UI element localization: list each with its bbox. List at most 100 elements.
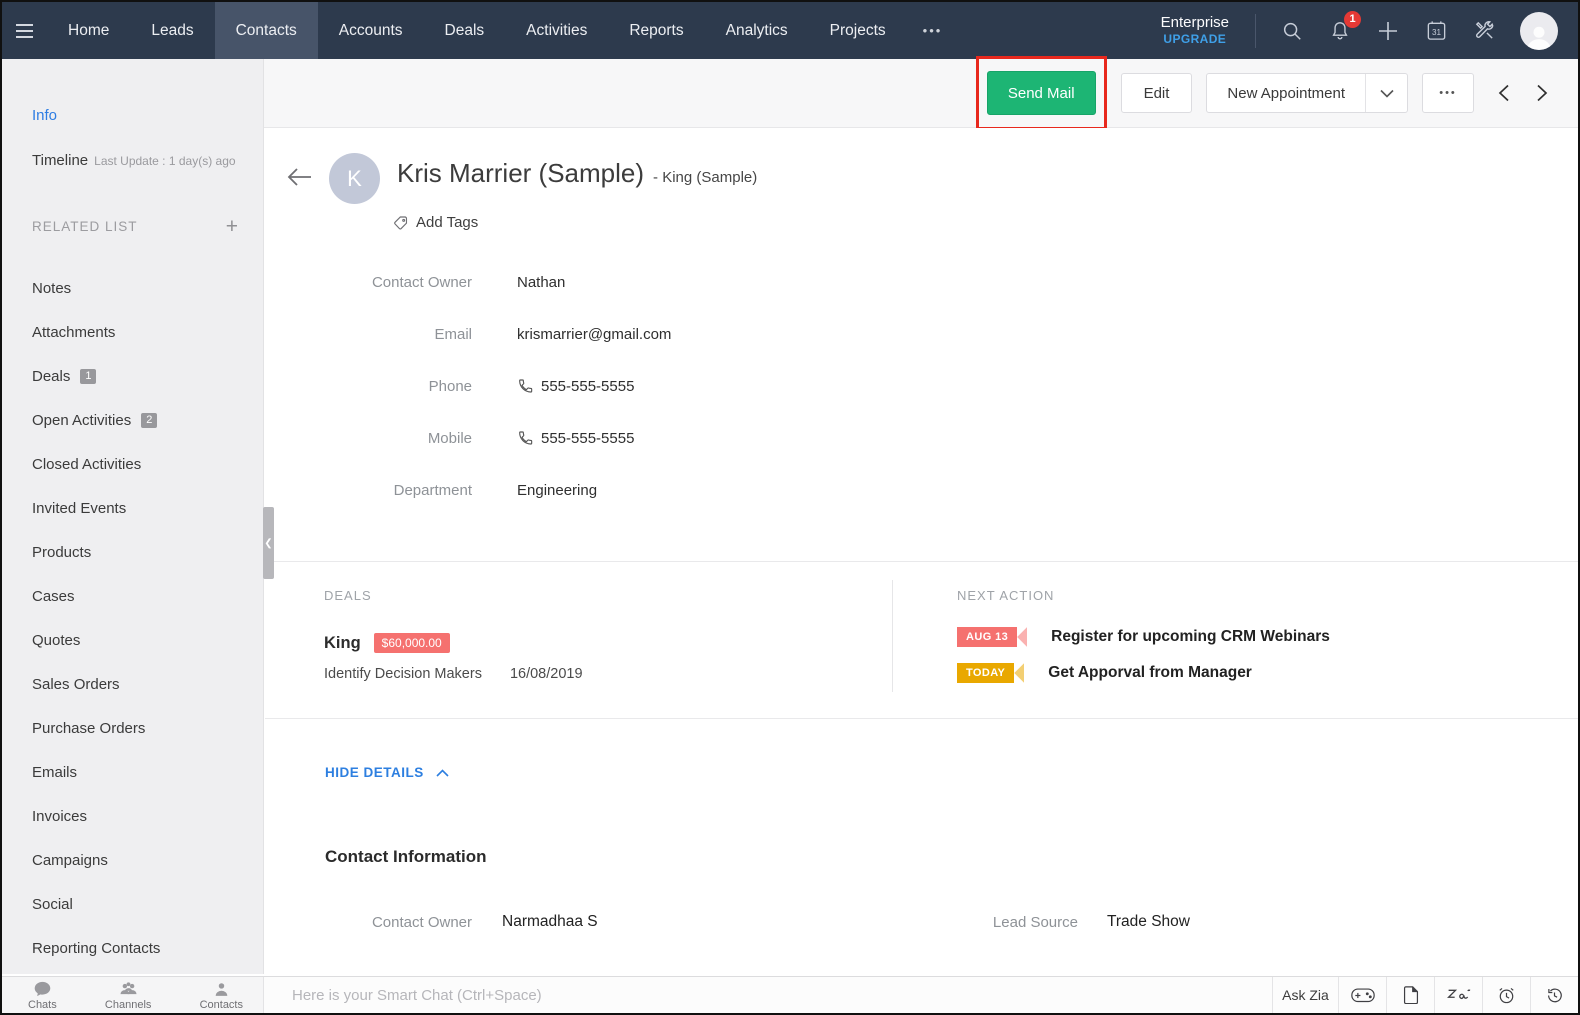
chat-tabs: Chats Channels Contacts xyxy=(2,977,264,1013)
contact-name: Kris Marrier (Sample) xyxy=(397,158,645,188)
contact-account-name[interactable]: - King (Sample) xyxy=(653,169,758,186)
nav-tab-accounts[interactable]: Accounts xyxy=(338,21,403,39)
nav-more-tabs-button[interactable]: ••• xyxy=(922,23,943,38)
related-list-sidebar: Info Timeline Last Update : 1 day(s) ago … xyxy=(2,59,264,974)
date-ribbon-badge: TODAY xyxy=(957,663,1025,683)
summary-divider xyxy=(892,580,893,692)
deal-stage: Identify Decision Makers xyxy=(324,666,482,682)
deal-name-link[interactable]: King xyxy=(324,633,361,652)
sidebar-item-emails[interactable]: Emails xyxy=(32,763,78,781)
plan-name: Enterprise xyxy=(1160,13,1229,31)
sidebar-item-reporting-contacts[interactable]: Reporting Contacts xyxy=(32,939,161,957)
next-action-item[interactable]: TODAY Get Apporval from Manager xyxy=(957,663,1330,683)
smart-chat-input[interactable] xyxy=(292,986,1272,1004)
contact-title: Kris Marrier (Sample) - King (Sample) xyxy=(397,158,757,189)
sidebar-item-products[interactable]: Products xyxy=(32,543,92,561)
deal-closing-date: 16/08/2019 xyxy=(509,666,583,682)
search-icon[interactable] xyxy=(1280,19,1304,43)
hide-details-toggle[interactable]: HIDE DETAILS xyxy=(325,765,449,780)
zia-toolbar: Ask Zia xyxy=(1272,977,1578,1013)
calendar-icon[interactable]: 31 xyxy=(1424,19,1448,43)
related-list-title: RELATED LIST xyxy=(32,219,138,234)
sidebar-item-quotes[interactable]: Quotes xyxy=(32,631,81,649)
nav-tab-home[interactable]: Home xyxy=(68,21,110,39)
chevron-up-icon xyxy=(436,768,449,777)
nav-tab-deals[interactable]: Deals xyxy=(444,21,485,39)
chats-tab[interactable]: Chats xyxy=(28,981,57,1011)
field-department: Department Engineering xyxy=(393,481,598,499)
nav-tab-analytics[interactable]: Analytics xyxy=(725,21,788,39)
contacts-tab[interactable]: Contacts xyxy=(200,981,243,1011)
sidebar-item-info[interactable]: Info xyxy=(32,107,58,124)
setup-tools-icon[interactable] xyxy=(1472,19,1496,43)
sidebar-item-purchase-orders[interactable]: Purchase Orders xyxy=(32,719,146,737)
user-avatar[interactable] xyxy=(1520,11,1558,50)
nav-tab-projects[interactable]: Projects xyxy=(829,21,886,39)
more-actions-button[interactable]: ••• xyxy=(1422,73,1474,113)
sidebar-item-attachments[interactable]: Attachments xyxy=(32,323,116,341)
send-mail-button[interactable]: Send Mail xyxy=(986,71,1096,115)
hamburger-menu-icon[interactable] xyxy=(2,2,47,59)
chevron-down-icon xyxy=(1379,89,1394,98)
nav-tab-reports[interactable]: Reports xyxy=(629,21,684,39)
sidebar-item-invited-events[interactable]: Invited Events xyxy=(32,499,127,517)
games-gamepad-icon[interactable] xyxy=(1338,977,1386,1013)
contact-avatar: K xyxy=(329,153,380,204)
sidebar-item-social[interactable]: Social xyxy=(32,895,73,913)
sidebar-item-deals[interactable]: Deals 1 xyxy=(32,366,263,386)
nav-tab-activities[interactable]: Activities xyxy=(526,21,588,39)
chat-bubble-icon xyxy=(34,981,51,997)
deals-summary: DEALS King $60,000.00 Identify Decision … xyxy=(324,588,583,682)
notification-count-badge: 1 xyxy=(1344,10,1361,28)
history-clock-icon[interactable] xyxy=(1530,977,1578,1013)
reminders-alarm-clock-icon[interactable] xyxy=(1482,977,1530,1013)
new-appointment-button[interactable]: New Appointment xyxy=(1227,84,1345,102)
record-pager xyxy=(1498,84,1548,102)
ask-zia-button[interactable]: Ask Zia xyxy=(1272,977,1338,1013)
sidebar-item-open-activities[interactable]: Open Activities 2 xyxy=(32,410,263,430)
contact-quick-fields: Contact Owner Nathan Email krismarrier@g… xyxy=(265,272,671,532)
deals-count-badge: 1 xyxy=(80,368,97,384)
sidebar-collapse-handle[interactable]: ❮ xyxy=(263,507,274,579)
sidebar-item-campaigns[interactable]: Campaigns xyxy=(32,851,108,869)
plan-block: Enterprise UPGRADE xyxy=(1161,14,1229,48)
related-list-items: Notes Attachments Deals 1 Open Activities… xyxy=(32,278,263,958)
nav-right-cluster: Enterprise UPGRADE 1 31 xyxy=(1161,2,1578,59)
sidebar-item-cases[interactable]: Cases xyxy=(32,587,75,605)
quick-add-plus-icon[interactable] xyxy=(1376,19,1400,43)
add-tags-button[interactable]: Add Tags xyxy=(393,214,478,231)
people-group-icon xyxy=(120,982,137,995)
timeline-label: Timeline xyxy=(32,152,89,169)
nav-tab-leads[interactable]: Leads xyxy=(151,21,194,39)
next-action-summary: NEXT ACTION AUG 13 Register for upcoming… xyxy=(957,588,1330,683)
sidebar-item-sales-orders[interactable]: Sales Orders xyxy=(32,675,120,693)
notifications-bell-icon[interactable]: 1 xyxy=(1328,10,1361,43)
sidebar-item-timeline[interactable]: Timeline Last Update : 1 day(s) ago xyxy=(32,152,263,169)
smart-chat-input-wrap xyxy=(264,977,1272,1013)
edit-button[interactable]: Edit xyxy=(1120,73,1193,113)
add-related-list-button[interactable]: + xyxy=(225,214,239,238)
deals-header: DEALS xyxy=(324,588,372,603)
open-activities-count-badge: 2 xyxy=(141,412,158,428)
zia-signature-icon[interactable] xyxy=(1434,977,1482,1013)
new-appointment-dropdown-caret[interactable] xyxy=(1365,74,1407,112)
sidebar-item-notes[interactable]: Notes xyxy=(32,279,72,297)
upgrade-link[interactable]: UPGRADE xyxy=(1163,32,1227,47)
next-action-header: NEXT ACTION xyxy=(957,588,1055,603)
channels-tab[interactable]: Channels xyxy=(105,981,151,1011)
previous-record-chevron-icon[interactable] xyxy=(1498,84,1510,102)
field-email: Email krismarrier@gmail.com xyxy=(434,325,672,343)
detail-contact-owner: Contact Owner Narmadhaa S xyxy=(371,913,598,931)
field-phone: Phone 555-555-5555 xyxy=(428,377,635,395)
tag-icon xyxy=(394,215,408,230)
phone-icon xyxy=(519,431,533,445)
next-record-chevron-icon[interactable] xyxy=(1536,84,1548,102)
nav-tab-contacts[interactable]: Contacts xyxy=(214,2,318,59)
sidebar-item-invoices[interactable]: Invoices xyxy=(32,807,88,825)
business-card-summary: DEALS King $60,000.00 Identify Decision … xyxy=(265,561,1578,719)
sidebar-item-closed-activities[interactable]: Closed Activities xyxy=(32,455,142,473)
notes-document-icon[interactable] xyxy=(1386,977,1434,1013)
next-action-item[interactable]: AUG 13 Register for upcoming CRM Webinar… xyxy=(957,627,1330,647)
back-arrow-icon[interactable] xyxy=(287,166,313,193)
